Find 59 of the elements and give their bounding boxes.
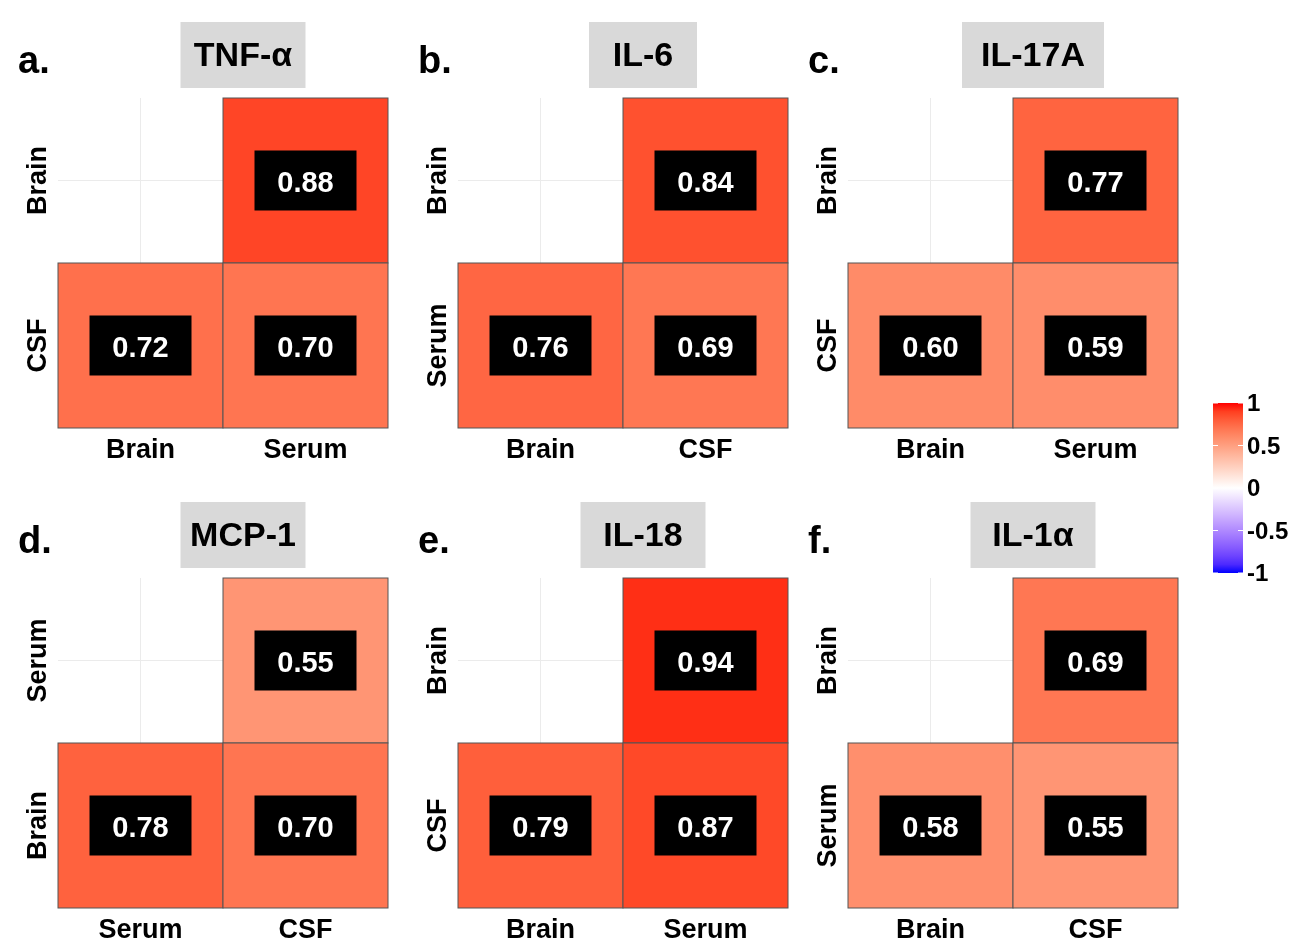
y-tick-label: Serum (422, 303, 452, 388)
x-tick-label: Brain (505, 914, 576, 938)
data-label: 0.72 (112, 330, 169, 363)
data-label: 0.59 (1067, 330, 1124, 363)
data-label: 0.70 (277, 810, 334, 843)
data-label: 0.69 (677, 330, 734, 363)
chart-title: IL-1α (992, 515, 1074, 553)
y-tick-label: Brain (422, 145, 452, 216)
y-tick-label: CSF (812, 318, 842, 373)
y-tick-label: Brain (812, 145, 842, 216)
text: c. (808, 39, 840, 81)
color-bar-label: -1 (1247, 559, 1269, 586)
data-label: 0.88 (277, 165, 334, 198)
x-tick-label: Brain (895, 914, 966, 938)
chart-title: IL-17A (981, 35, 1085, 73)
x-tick-label: Brain (105, 434, 176, 464)
color-bar-label: 1 (1247, 389, 1261, 416)
data-label: 0.79 (512, 810, 569, 843)
text: b. (418, 39, 452, 81)
text: a. (18, 39, 50, 81)
data-label: 0.55 (277, 645, 334, 678)
y-tick-label: Brain (812, 625, 842, 696)
x-tick-label: CSF (678, 434, 733, 464)
y-tick-label: CSF (422, 798, 452, 853)
y-tick-label: CSF (22, 318, 52, 373)
data-label: 0.84 (677, 165, 734, 198)
chart-title: IL-18 (603, 515, 683, 553)
y-tick-label: Brain (422, 625, 452, 696)
data-label: 0.58 (902, 810, 959, 843)
data-label: 0.60 (902, 330, 959, 363)
y-tick-label: Serum (812, 783, 842, 868)
x-tick-label: Brain (505, 434, 576, 464)
data-label: 0.87 (677, 810, 734, 843)
color-bar-label: 0.5 (1247, 431, 1281, 459)
color-bar-label: -0.5 (1247, 516, 1289, 544)
data-label: 0.78 (112, 810, 169, 843)
text: d. (18, 519, 52, 561)
text: e. (418, 519, 450, 561)
x-tick-label: CSF (278, 914, 333, 938)
chart-title: TNF-α (193, 35, 293, 73)
color-bar-label: 0 (1247, 474, 1261, 501)
y-tick-label: Serum (22, 618, 52, 703)
data-label: 0.70 (277, 330, 334, 363)
x-tick-label: CSF (1068, 914, 1123, 938)
data-label: 0.76 (512, 330, 569, 363)
y-tick-label: Brain (22, 790, 52, 861)
y-tick-label: Brain (22, 145, 52, 216)
x-tick-label: Serum (263, 434, 348, 464)
text: f. (808, 519, 832, 561)
x-tick-label: Serum (663, 914, 748, 938)
data-label: 0.94 (677, 645, 734, 678)
data-label: 0.69 (1067, 645, 1124, 678)
x-tick-label: Serum (98, 914, 183, 938)
data-label: 0.55 (1067, 810, 1124, 843)
data-label: 0.77 (1067, 165, 1124, 198)
chart-title: MCP-1 (190, 515, 296, 553)
x-tick-label: Serum (1053, 434, 1138, 464)
x-tick-label: Brain (895, 434, 966, 464)
chart-title: IL-6 (612, 35, 674, 73)
